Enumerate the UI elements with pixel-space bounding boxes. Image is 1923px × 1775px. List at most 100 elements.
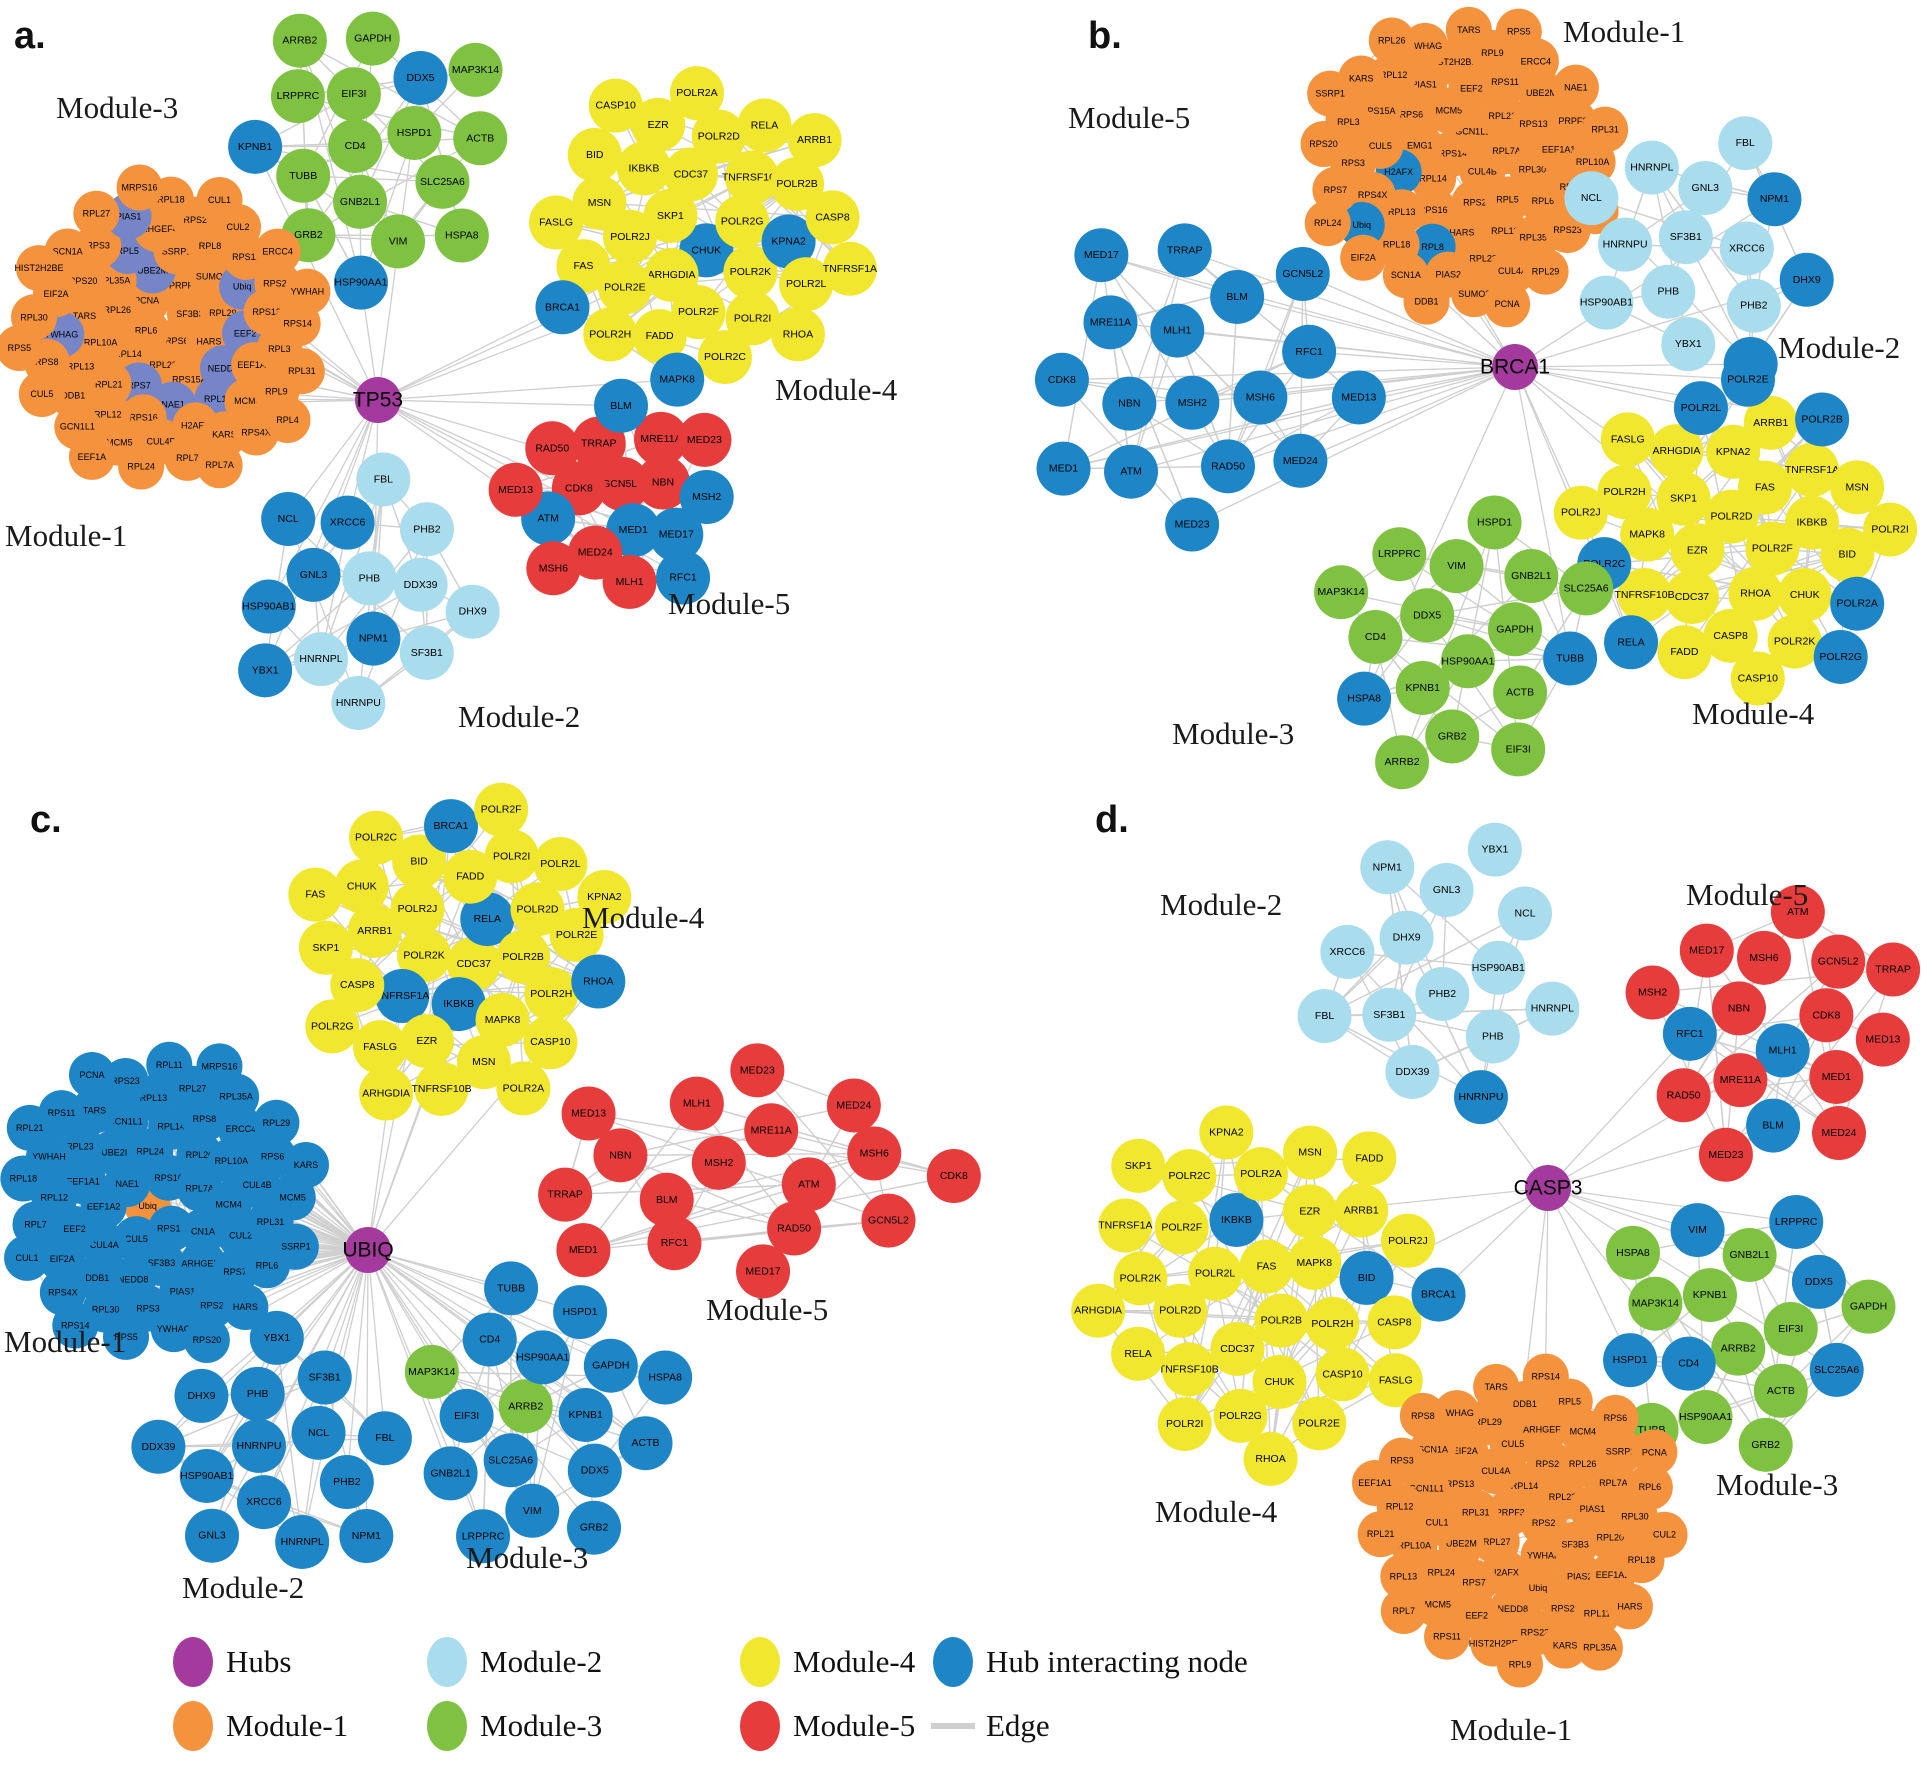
node-RPS5[interactable]: RPS5 [0, 324, 43, 371]
node-circle[interactable] [371, 214, 426, 269]
node-circle[interactable] [1603, 1333, 1658, 1388]
node-MAP3K14[interactable]: MAP3K14 [448, 42, 503, 97]
node-circle[interactable] [524, 967, 579, 1022]
node-MAP3K14[interactable]: MAP3K14 [1314, 565, 1369, 620]
node-circle[interactable] [1445, 6, 1492, 53]
node-NPM1[interactable]: NPM1 [1747, 172, 1802, 227]
node-GCN5L2[interactable]: GCN5L2 [1811, 934, 1866, 989]
node-EIF3I[interactable]: EIF3I [1763, 1302, 1818, 1357]
node-FASLG[interactable]: FASLG [529, 195, 584, 250]
node-circle[interactable] [1102, 376, 1157, 431]
node-MRPS16[interactable]: MRPS16 [116, 164, 163, 211]
node-circle[interactable] [188, 1282, 235, 1329]
node-circle[interactable] [1855, 1012, 1910, 1067]
node-circle[interactable] [567, 1500, 622, 1555]
node-circle[interactable] [1736, 930, 1791, 985]
node-circle[interactable] [583, 307, 638, 362]
node-circle[interactable] [1305, 1296, 1360, 1351]
node-circle[interactable] [272, 1223, 319, 1270]
node-circle[interactable] [593, 1128, 648, 1183]
node-circle[interactable] [1673, 381, 1728, 436]
node-XRCC6[interactable]: XRCC6 [1719, 221, 1774, 276]
node-EEF1A[interactable]: EEF1A [68, 433, 115, 480]
node-circle[interactable] [1213, 1388, 1268, 1443]
node-circle[interactable] [1664, 569, 1719, 624]
node-circle[interactable] [230, 1366, 285, 1421]
node-circle[interactable] [1385, 1044, 1440, 1099]
node-VIM[interactable]: VIM [371, 214, 426, 269]
node-POLR2L[interactable]: POLR2L [1673, 381, 1728, 436]
node-RPL11[interactable]: RPL11 [146, 1041, 193, 1088]
node-circle[interactable] [510, 882, 565, 937]
node-circle[interactable] [1453, 1070, 1508, 1125]
node-circle[interactable] [1111, 1326, 1166, 1381]
node-circle[interactable] [131, 1419, 186, 1474]
node-MSH2[interactable]: MSH2 [1625, 965, 1680, 1020]
node-circle[interactable] [1620, 507, 1675, 562]
node-DHX9[interactable]: DHX9 [1379, 910, 1434, 965]
node-circle[interactable] [39, 1236, 86, 1283]
node-BID[interactable]: BID [567, 127, 622, 182]
node-RPL7A[interactable]: RPL7A [196, 442, 243, 489]
node-BRCA1[interactable]: BRCA1 [1411, 1267, 1466, 1322]
node-circle[interactable] [1606, 1583, 1653, 1630]
node-RHOA[interactable]: RHOA [1243, 1431, 1298, 1486]
node-EIF2A[interactable]: EIF2A [39, 1236, 86, 1283]
node-circle[interactable] [1779, 252, 1834, 307]
node-PCNA[interactable]: PCNA [1484, 281, 1531, 328]
node-ATM[interactable]: ATM [781, 1157, 836, 1212]
node-HSPA8[interactable]: HSPA8 [638, 1350, 693, 1405]
node-DDX39[interactable]: DDX39 [393, 557, 448, 612]
node-PHB[interactable]: PHB [342, 551, 397, 606]
node-circle[interactable] [636, 455, 691, 510]
node-GRB2[interactable]: GRB2 [1425, 709, 1480, 764]
node-GNL3[interactable]: GNL3 [185, 1508, 240, 1563]
node-circle[interactable] [1352, 1459, 1399, 1506]
node-NCL[interactable]: NCL [261, 492, 316, 547]
node-circle[interactable] [588, 78, 643, 133]
node-PHB[interactable]: PHB [1641, 264, 1696, 319]
node-POLR2H[interactable]: POLR2H [524, 967, 579, 1022]
node-circle[interactable] [1830, 460, 1885, 515]
node-MLH1[interactable]: MLH1 [1150, 303, 1205, 358]
node-YWHAH[interactable]: YWHAH [284, 268, 331, 315]
node-GNL3[interactable]: GNL3 [286, 547, 341, 602]
node-circle[interactable] [556, 239, 611, 294]
node-ARHGDIA[interactable]: ARHGDIA [644, 247, 699, 302]
node-CASP10[interactable]: CASP10 [588, 78, 643, 133]
node-RPL18[interactable]: RPL18 [0, 1155, 47, 1202]
node-RELA[interactable]: RELA [737, 98, 792, 153]
node-circle[interactable] [826, 1078, 881, 1133]
node-YBX1[interactable]: YBX1 [1661, 317, 1716, 372]
node-circle[interactable] [475, 992, 530, 1047]
node-circle[interactable] [1034, 352, 1089, 407]
node-circle[interactable] [294, 632, 349, 687]
node-circle[interactable] [1728, 566, 1783, 621]
node-FBL[interactable]: FBL [1297, 989, 1352, 1044]
node-circle[interactable] [616, 141, 671, 196]
node-MED23[interactable]: MED23 [730, 1043, 785, 1098]
node-circle[interactable] [1380, 1588, 1427, 1635]
node-circle[interactable] [1809, 1342, 1864, 1397]
node-circle[interactable] [1233, 1147, 1288, 1202]
node-BLM[interactable]: BLM [1210, 269, 1265, 324]
node-SSRP1[interactable]: SSRP1 [1307, 70, 1354, 117]
node-SLC25A6[interactable]: SLC25A6 [483, 1433, 538, 1488]
node-GAPDH[interactable]: GAPDH [1487, 602, 1542, 657]
node-MSH6[interactable]: MSH6 [526, 541, 581, 596]
node-POLR2K[interactable]: POLR2K [1113, 1251, 1168, 1306]
node-circle[interactable] [434, 208, 489, 263]
node-KPNA2[interactable]: KPNA2 [761, 214, 816, 269]
node-circle[interactable] [1157, 223, 1212, 278]
node-PHB[interactable]: PHB [230, 1366, 285, 1421]
node-circle[interactable] [822, 241, 877, 296]
node-CD4[interactable]: CD4 [462, 1312, 517, 1367]
node-circle[interactable] [453, 111, 508, 166]
node-FASLG[interactable]: FASLG [1600, 412, 1655, 467]
node-RPS8[interactable]: RPS8 [1399, 1392, 1446, 1439]
node-circle[interactable] [1718, 116, 1773, 171]
node-CDC37[interactable]: CDC37 [663, 147, 718, 202]
node-circle[interactable] [0, 324, 43, 371]
node-circle[interactable] [1641, 1511, 1688, 1558]
node-circle[interactable] [1791, 1254, 1846, 1309]
